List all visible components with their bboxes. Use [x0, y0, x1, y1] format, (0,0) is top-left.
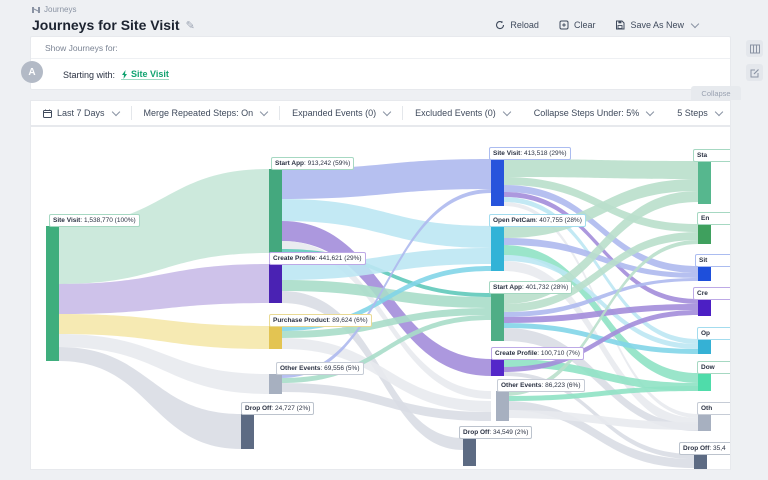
node-other-events-2[interactable] — [269, 374, 282, 394]
chevron-down-icon — [111, 107, 120, 116]
sankey-chart: Site Visit: 1,538,770 (100%) Start App: … — [30, 126, 731, 470]
pencil-icon[interactable]: ✎ — [185, 19, 195, 32]
node-open-petcam-3[interactable] — [491, 226, 504, 271]
steps-dropdown[interactable]: 5 Steps — [665, 107, 724, 118]
calendar-icon — [43, 109, 52, 118]
node-label[interactable]: Sit — [695, 254, 730, 268]
table-columns-icon — [749, 44, 760, 53]
node-download-4[interactable] — [698, 373, 711, 391]
node-label[interactable]: En — [697, 212, 730, 226]
collapse-steps-under-label: Collapse Steps Under: 5% — [533, 108, 640, 118]
node-site-visit-4[interactable] — [698, 266, 711, 281]
node-create-profile-3[interactable] — [491, 359, 504, 376]
expanded-events-label: Expanded Events (0) — [292, 108, 377, 118]
node-drop-off-4[interactable] — [694, 454, 707, 470]
node-label[interactable]: Create Profile: 441,621 (29%) — [269, 252, 366, 266]
starting-event-name: Site Visit — [131, 69, 169, 79]
node-site-visit-3[interactable] — [491, 159, 504, 206]
merge-repeated-steps-label: Merge Repeated Steps: On — [143, 108, 254, 118]
compose-icon — [750, 68, 759, 77]
table-view-button[interactable] — [746, 40, 763, 57]
divider — [402, 106, 404, 120]
divider — [130, 106, 132, 120]
chevron-down-icon — [502, 107, 511, 116]
divider — [279, 106, 281, 120]
node-create-profile-4[interactable] — [698, 299, 711, 316]
event-spark-icon — [122, 69, 128, 79]
node-drop-off-3[interactable] — [463, 438, 476, 466]
sankey-flows — [59, 159, 698, 468]
node-start-app-2[interactable] — [269, 169, 282, 253]
save-as-new-button[interactable]: Save As New — [615, 19, 700, 30]
node-label[interactable]: Cre — [693, 287, 730, 301]
node-label[interactable]: Drop Off: 35,4 — [679, 442, 730, 456]
node-label[interactable]: Drop Off: 34,549 (2%) — [459, 426, 533, 440]
steps-label: 5 Steps — [677, 108, 708, 118]
node-end-4[interactable] — [698, 224, 711, 244]
collapse-tab-button[interactable]: Collapse — [691, 86, 741, 100]
chevron-down-icon — [690, 19, 700, 28]
side-rail — [746, 40, 763, 81]
excluded-events-dropdown[interactable]: Excluded Events (0) — [403, 107, 522, 118]
toolbar: Last 7 Days Merge Repeated Steps: On Exp… — [30, 100, 731, 126]
chevron-down-icon — [714, 107, 724, 116]
reload-label: Reload — [510, 20, 539, 30]
node-label[interactable]: Site Visit: 1,538,770 (100%) — [49, 214, 140, 228]
edit-notes-button[interactable] — [746, 64, 763, 81]
query-panel: Show Journeys for: Starting with: Site V… — [30, 36, 731, 90]
show-journeys-for-label: Show Journeys for: — [31, 37, 730, 59]
node-start-app-3[interactable] — [491, 293, 504, 341]
node-label[interactable]: Oth — [697, 402, 730, 416]
node-other-events-4[interactable] — [698, 414, 711, 431]
node-other-events-3[interactable] — [496, 391, 509, 421]
node-label[interactable]: Start App: 913,242 (59%) — [271, 157, 355, 171]
sankey-nodes[interactable] — [46, 159, 711, 470]
node-label[interactable]: Site Visit: 413,518 (29%) — [489, 147, 571, 161]
node-label[interactable]: Dow — [697, 361, 730, 375]
page-title: Journeys for Site Visit — [32, 17, 180, 33]
breadcrumb-label[interactable]: Journeys — [44, 5, 77, 14]
chevron-down-icon — [259, 107, 269, 116]
node-label[interactable]: Op — [697, 327, 730, 341]
chevron-down-icon — [646, 107, 655, 116]
reload-button[interactable]: Reload — [495, 20, 539, 30]
node-label[interactable]: Start App: 401,732 (28%) — [489, 281, 573, 295]
node-label[interactable]: Create Profile: 100,710 (7%) — [491, 347, 584, 361]
node-label[interactable]: Open PetCam: 407,755 (28%) — [489, 214, 586, 228]
node-label[interactable]: Other Events: 86,223 (6%) — [497, 379, 585, 393]
merge-repeated-steps-dropdown[interactable]: Merge Repeated Steps: On — [132, 107, 280, 118]
clear-button[interactable]: Clear — [559, 20, 596, 30]
starting-event-chip[interactable]: Site Visit — [121, 69, 169, 80]
node-label[interactable]: Drop Off: 24,727 (2%) — [241, 402, 315, 416]
collapse-steps-under-dropdown[interactable]: Collapse Steps Under: 5% — [522, 107, 666, 118]
date-range-dropdown[interactable]: Last 7 Days — [41, 107, 131, 118]
node-label[interactable]: Sta — [693, 149, 730, 163]
node-drop-off-2[interactable] — [241, 414, 254, 449]
node-open-petcam-4[interactable] — [698, 339, 711, 354]
node-label[interactable]: Other Events: 69,556 (5%) — [276, 362, 364, 376]
breadcrumb[interactable]: Journeys — [32, 5, 76, 14]
save-icon — [616, 20, 625, 30]
avatar: A — [21, 61, 43, 83]
save-as-new-label: Save As New — [630, 20, 684, 30]
excluded-events-label: Excluded Events (0) — [415, 108, 496, 118]
clear-icon — [559, 20, 569, 30]
node-create-profile-2[interactable] — [269, 264, 282, 303]
expanded-events-dropdown[interactable]: Expanded Events (0) — [280, 107, 402, 118]
node-label[interactable]: Purchase Product: 89,624 (6%) — [269, 314, 372, 328]
node-purchase-product-2[interactable] — [269, 326, 282, 349]
chevron-down-icon — [382, 107, 392, 116]
date-range-label: Last 7 Days — [57, 108, 105, 118]
starting-with-label: Starting with: — [63, 69, 116, 80]
journeys-icon — [32, 6, 40, 13]
clear-label: Clear — [573, 20, 596, 30]
reload-icon — [496, 20, 505, 30]
node-site-visit-1[interactable] — [46, 226, 59, 361]
node-start-app-4[interactable] — [698, 161, 711, 204]
